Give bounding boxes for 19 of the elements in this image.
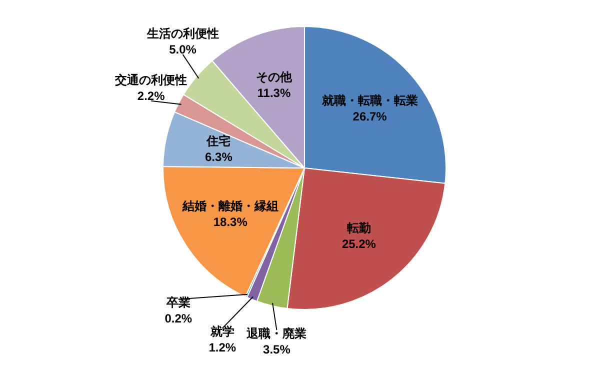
data-label: 25.2% <box>342 237 376 252</box>
slice-label: 生活の利便性 <box>146 26 219 41</box>
slice-label: 結婚・離婚・縁組 <box>181 199 278 214</box>
slice-label: 就学 <box>209 324 234 339</box>
data-label: 3.5% <box>263 342 291 356</box>
slice-label: 住宅 <box>206 134 231 148</box>
data-label: 26.7% <box>352 110 388 124</box>
slice-label: 転勤 <box>346 221 371 236</box>
data-label: 18.3% <box>213 215 248 230</box>
slice-label: 退職・廃業 <box>246 326 307 340</box>
slice-label: 就職・転職・転業 <box>320 94 418 108</box>
data-label: 11.3% <box>257 86 291 100</box>
data-label: 5.0% <box>169 42 197 57</box>
data-label: 0.2% <box>164 312 192 326</box>
data-label: 6.3% <box>205 150 233 164</box>
data-label: 1.2% <box>208 340 236 355</box>
slice-label: 交通の利便性 <box>114 73 188 88</box>
data-label: 2.2% <box>137 89 166 104</box>
slice-label: その他 <box>256 70 293 84</box>
